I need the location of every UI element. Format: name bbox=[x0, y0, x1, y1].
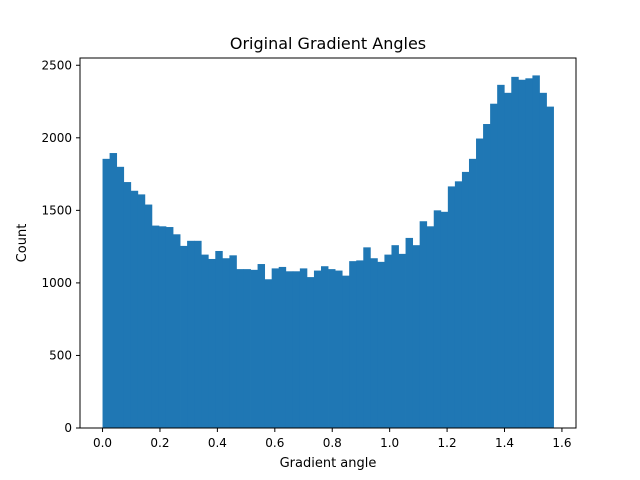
histogram-bar bbox=[243, 269, 251, 428]
y-tick-label: 2500 bbox=[41, 58, 72, 72]
histogram-bar bbox=[257, 264, 266, 428]
histogram-bar bbox=[335, 270, 343, 428]
histogram-bar bbox=[398, 253, 406, 428]
histogram-bar bbox=[461, 171, 470, 428]
histogram-bar bbox=[306, 277, 315, 428]
histogram-bar bbox=[208, 258, 216, 428]
plot-frame bbox=[79, 57, 577, 429]
histogram-bar bbox=[109, 153, 118, 429]
histogram-bar bbox=[321, 266, 329, 428]
histogram-bar bbox=[511, 76, 519, 429]
x-tick-label: 0.6 bbox=[265, 436, 284, 450]
histogram-bar bbox=[546, 106, 554, 429]
y-tick-label: 500 bbox=[49, 348, 72, 362]
histogram-bar bbox=[440, 211, 449, 428]
histogram-bar bbox=[356, 260, 364, 428]
histogram-bar bbox=[384, 254, 392, 428]
histogram-bar bbox=[278, 266, 287, 428]
x-tick-label: 0.4 bbox=[208, 436, 227, 450]
histogram-bar bbox=[497, 84, 505, 428]
histogram-bar bbox=[490, 103, 498, 429]
x-tick-label: 1.0 bbox=[380, 436, 399, 450]
histogram-bar bbox=[412, 245, 421, 428]
histogram-bar bbox=[433, 210, 442, 428]
histogram-bar bbox=[299, 268, 308, 428]
bars-group bbox=[102, 75, 554, 429]
histogram-bar bbox=[222, 258, 230, 428]
histogram-bar bbox=[342, 275, 350, 428]
histogram-bar bbox=[476, 138, 484, 428]
histogram-bar bbox=[144, 204, 153, 428]
x-tick-label: 1.4 bbox=[495, 436, 514, 450]
histogram-bar bbox=[130, 190, 139, 428]
histogram-bar bbox=[468, 158, 477, 428]
histogram-bar bbox=[271, 268, 280, 428]
histogram-bar bbox=[173, 234, 181, 428]
x-tick-label: 0.8 bbox=[323, 436, 342, 450]
histogram-bar bbox=[454, 181, 463, 428]
histogram-bar bbox=[363, 247, 371, 428]
histogram-bar bbox=[426, 226, 435, 428]
histogram-bar bbox=[229, 255, 237, 428]
histogram-bar bbox=[447, 186, 456, 428]
histogram-bar bbox=[377, 261, 385, 428]
histogram-bar bbox=[201, 254, 209, 428]
x-tick-label: 1.6 bbox=[552, 436, 571, 450]
histogram-bar bbox=[292, 271, 301, 428]
histogram-bar bbox=[102, 158, 110, 428]
x-tick-label: 0.0 bbox=[93, 436, 112, 450]
histogram-bar bbox=[165, 227, 174, 428]
histogram-bar bbox=[532, 75, 540, 428]
histogram-bar bbox=[313, 270, 322, 428]
histogram-bar bbox=[539, 92, 547, 428]
x-tick-label: 0.2 bbox=[150, 436, 169, 450]
x-axis-ticks: 0.0 0.2 0.4 0.6 0.8 1.0 1.2 1.4 1.6 bbox=[93, 428, 571, 450]
histogram-bar bbox=[194, 240, 202, 428]
y-tick-label: 1000 bbox=[41, 276, 72, 290]
histogram-bar bbox=[151, 225, 160, 428]
y-tick-label: 1500 bbox=[41, 203, 72, 217]
histogram-bar bbox=[180, 245, 188, 428]
chart-title: Original Gradient Angles bbox=[230, 34, 426, 53]
histogram-bar bbox=[419, 221, 428, 428]
x-tick-label: 1.2 bbox=[438, 436, 457, 450]
y-axis-ticks: 0 500 1000 1500 2000 2500 bbox=[41, 58, 80, 435]
histogram-bar bbox=[123, 182, 132, 428]
histogram-bar bbox=[405, 237, 414, 428]
histogram-bar bbox=[391, 245, 399, 428]
histogram-bar bbox=[525, 78, 533, 428]
histogram-bar bbox=[215, 250, 223, 428]
y-tick-label: 0 bbox=[64, 421, 72, 435]
histogram-bar bbox=[264, 279, 273, 428]
y-tick-label: 2000 bbox=[41, 131, 72, 145]
histogram-bar bbox=[158, 226, 167, 428]
histogram-bar bbox=[116, 166, 125, 428]
x-axis-label: Gradient angle bbox=[280, 456, 377, 471]
histogram-bar bbox=[137, 194, 146, 428]
histogram-bar bbox=[285, 271, 294, 428]
histogram-bar bbox=[250, 269, 258, 428]
histogram-bar bbox=[349, 261, 357, 428]
histogram-bar bbox=[483, 124, 491, 429]
histogram-bar bbox=[518, 79, 526, 428]
y-axis-label: Count bbox=[15, 224, 30, 263]
histogram-bar bbox=[187, 240, 195, 428]
histogram-bar bbox=[370, 258, 378, 428]
histogram-bar bbox=[328, 269, 336, 428]
histogram-bar bbox=[236, 269, 244, 428]
histogram-bar bbox=[504, 92, 512, 428]
